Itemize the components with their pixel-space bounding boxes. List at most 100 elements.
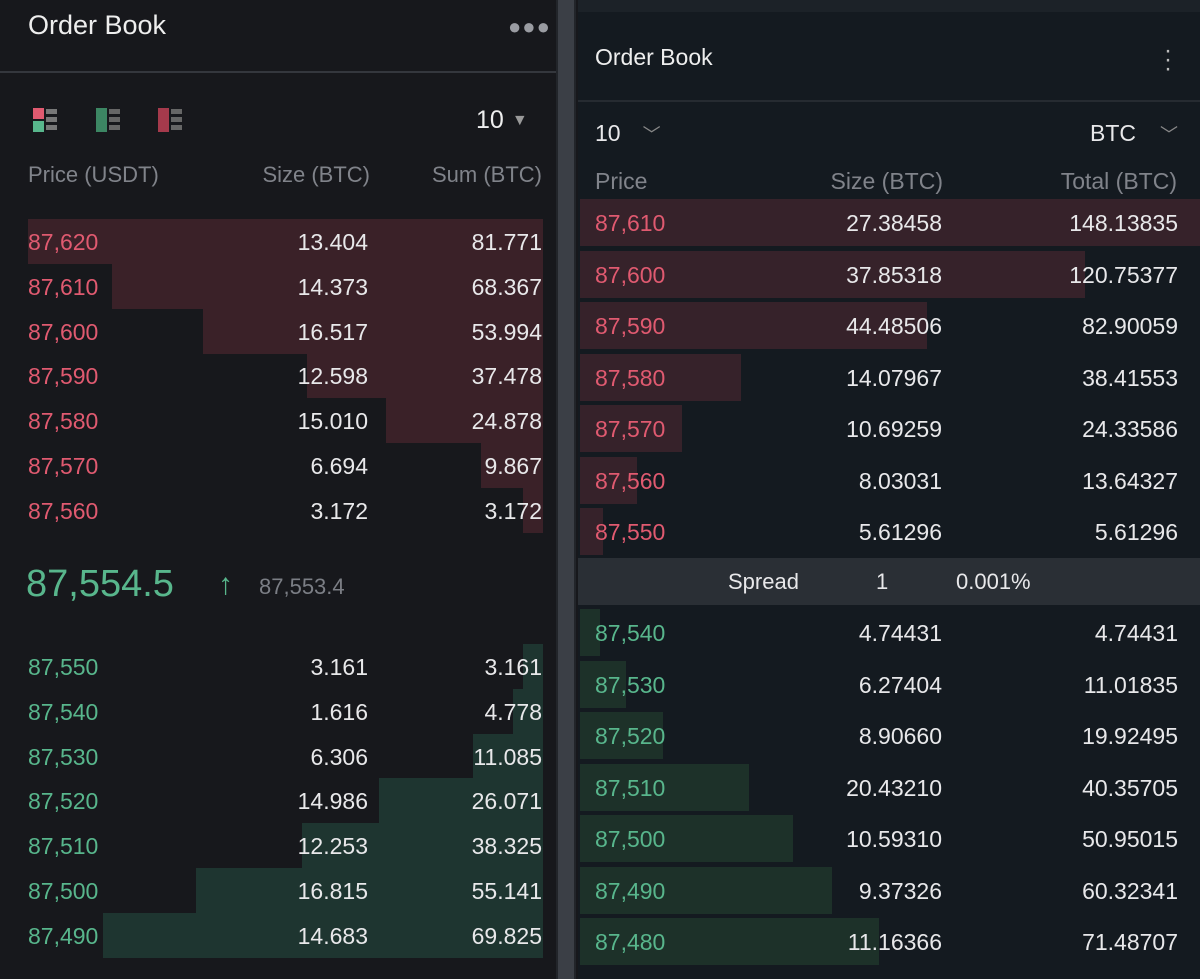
order-row[interactable]: 87,590 12.598 37.478	[28, 353, 542, 398]
header-size: Size (BTC)	[830, 168, 943, 194]
size: 37.85318	[846, 261, 942, 288]
price: 87,500	[28, 878, 99, 904]
caret-down-icon: ▼	[511, 112, 528, 129]
order-row[interactable]: 87,500 16.815 55.141	[28, 868, 542, 913]
price: 87,570	[595, 416, 666, 442]
price: 87,600	[595, 261, 666, 288]
size: 13.404	[297, 229, 368, 255]
depth-bar	[202, 308, 543, 354]
depth-bar	[195, 868, 543, 913]
size: 12.253	[297, 833, 368, 860]
price: 87,520	[28, 788, 99, 815]
header-price: Price	[595, 168, 648, 194]
price: 87,520	[595, 723, 666, 749]
size: 16.815	[297, 878, 368, 904]
price: 87,550	[595, 519, 666, 545]
view-asks-icon[interactable]	[158, 108, 184, 134]
price: 87,510	[595, 774, 666, 801]
price: 87,620	[28, 229, 99, 255]
header-size: Size (BTC)	[262, 162, 370, 187]
depth-bar	[580, 866, 833, 914]
price: 87,590	[595, 313, 666, 339]
order-row[interactable]: 87,520 8.90660 19.92495	[595, 712, 1178, 759]
currency-select[interactable]: BTC ﹀	[1090, 120, 1178, 147]
depth-bar	[580, 302, 927, 349]
size: 3.172	[310, 497, 368, 524]
order-row[interactable]: 87,500 10.59310 50.95015	[595, 815, 1178, 862]
price: 87,560	[595, 467, 666, 494]
spread-row: Spread 1 0.001%	[578, 558, 1200, 605]
price: 87,530	[28, 743, 99, 770]
depth-bar	[473, 733, 543, 779]
order-row[interactable]: 87,540 4.74431 4.74431	[595, 609, 1178, 656]
divider	[0, 71, 556, 73]
depth-bar	[580, 353, 741, 401]
depth-bar	[580, 815, 794, 862]
order-row[interactable]: 87,570 10.69259 24.33586	[595, 405, 1178, 452]
order-row[interactable]: 87,490 9.37326 60.32341	[595, 867, 1178, 914]
order-row[interactable]: 87,560 3.172 3.172	[28, 488, 542, 533]
order-row[interactable]: 87,610 27.38458 148.13835	[595, 199, 1178, 246]
order-row[interactable]: 87,540 1.616 4.778	[28, 689, 542, 734]
view-bids-icon[interactable]	[96, 108, 122, 134]
order-row[interactable]: 87,510 12.253 38.325	[28, 823, 542, 868]
view-both-icon[interactable]	[33, 108, 59, 134]
last-price: 87,554.5	[26, 563, 174, 605]
order-row[interactable]: 87,530 6.306 11.085	[28, 734, 542, 779]
more-horizontal-icon[interactable]: ●●●	[508, 14, 551, 39]
depth-bar	[386, 398, 543, 444]
order-row[interactable]: 87,550 5.61296 5.61296	[595, 508, 1178, 555]
sum: 24.878	[471, 408, 542, 435]
sum: 3.161	[484, 654, 542, 680]
total: 71.48707	[1082, 929, 1178, 955]
order-row[interactable]: 87,600 16.517 53.994	[28, 309, 542, 354]
order-row[interactable]: 87,620 13.404 81.771	[28, 219, 542, 264]
order-row[interactable]: 87,530 6.27404 11.01835	[595, 661, 1178, 708]
depth-bar	[580, 508, 604, 555]
price: 87,490	[28, 922, 99, 949]
size: 10.59310	[846, 826, 942, 852]
size: 12.598	[297, 363, 368, 390]
size: 6.694	[310, 453, 368, 479]
order-row[interactable]: 87,520 14.986 26.071	[28, 778, 542, 823]
depth-bar	[580, 712, 664, 759]
order-row[interactable]: 87,580 15.010 24.878	[28, 398, 542, 443]
order-row[interactable]: 87,490 14.683 69.825	[28, 913, 542, 958]
depth-bar	[103, 912, 543, 958]
order-row[interactable]: 87,560 8.03031 13.64327	[595, 457, 1178, 504]
order-row[interactable]: 87,480 11.16366 71.48707	[595, 918, 1178, 965]
depth-bar	[28, 219, 543, 264]
panel-divider[interactable]	[556, 0, 576, 979]
total: 38.41553	[1082, 364, 1178, 391]
order-row[interactable]: 87,570 6.694 9.867	[28, 443, 542, 488]
order-row[interactable]: 87,600 37.85318 120.75377	[595, 251, 1178, 298]
total: 4.74431	[1094, 620, 1178, 646]
depth-bar	[580, 250, 1086, 298]
order-row[interactable]: 87,550 3.161 3.161	[28, 644, 542, 689]
sum: 53.994	[471, 318, 542, 345]
depth-select[interactable]: 10 ﹀	[595, 120, 661, 147]
currency-value: BTC	[1090, 120, 1136, 146]
order-row[interactable]: 87,580 14.07967 38.41553	[595, 354, 1178, 401]
size: 20.43210	[846, 774, 942, 801]
depth-bar	[301, 823, 543, 869]
top-strip	[578, 0, 1200, 12]
order-book-panel-left: Order Book ●●● 10 ▼ Price (USDT) Size (BT…	[0, 0, 556, 979]
header-price: Price (USDT)	[28, 162, 159, 187]
depth-select[interactable]: 10 ▼	[476, 106, 528, 135]
more-vertical-icon[interactable]: · · ·	[1164, 37, 1172, 82]
price: 87,540	[28, 698, 99, 725]
order-row[interactable]: 87,510 20.43210 40.35705	[595, 764, 1178, 811]
spread-label: Spread	[728, 569, 799, 594]
total: 60.32341	[1082, 877, 1178, 904]
sum: 9.867	[484, 453, 542, 479]
order-row[interactable]: 87,610 14.373 68.367	[28, 264, 542, 309]
size: 14.986	[297, 788, 368, 815]
depth-bar	[580, 763, 749, 811]
sum: 3.172	[484, 497, 542, 524]
depth-bar	[512, 688, 543, 734]
price: 87,500	[595, 826, 666, 852]
order-row[interactable]: 87,590 44.48506 82.90059	[595, 302, 1178, 349]
size: 5.61296	[858, 519, 942, 545]
sum: 26.071	[471, 788, 542, 815]
